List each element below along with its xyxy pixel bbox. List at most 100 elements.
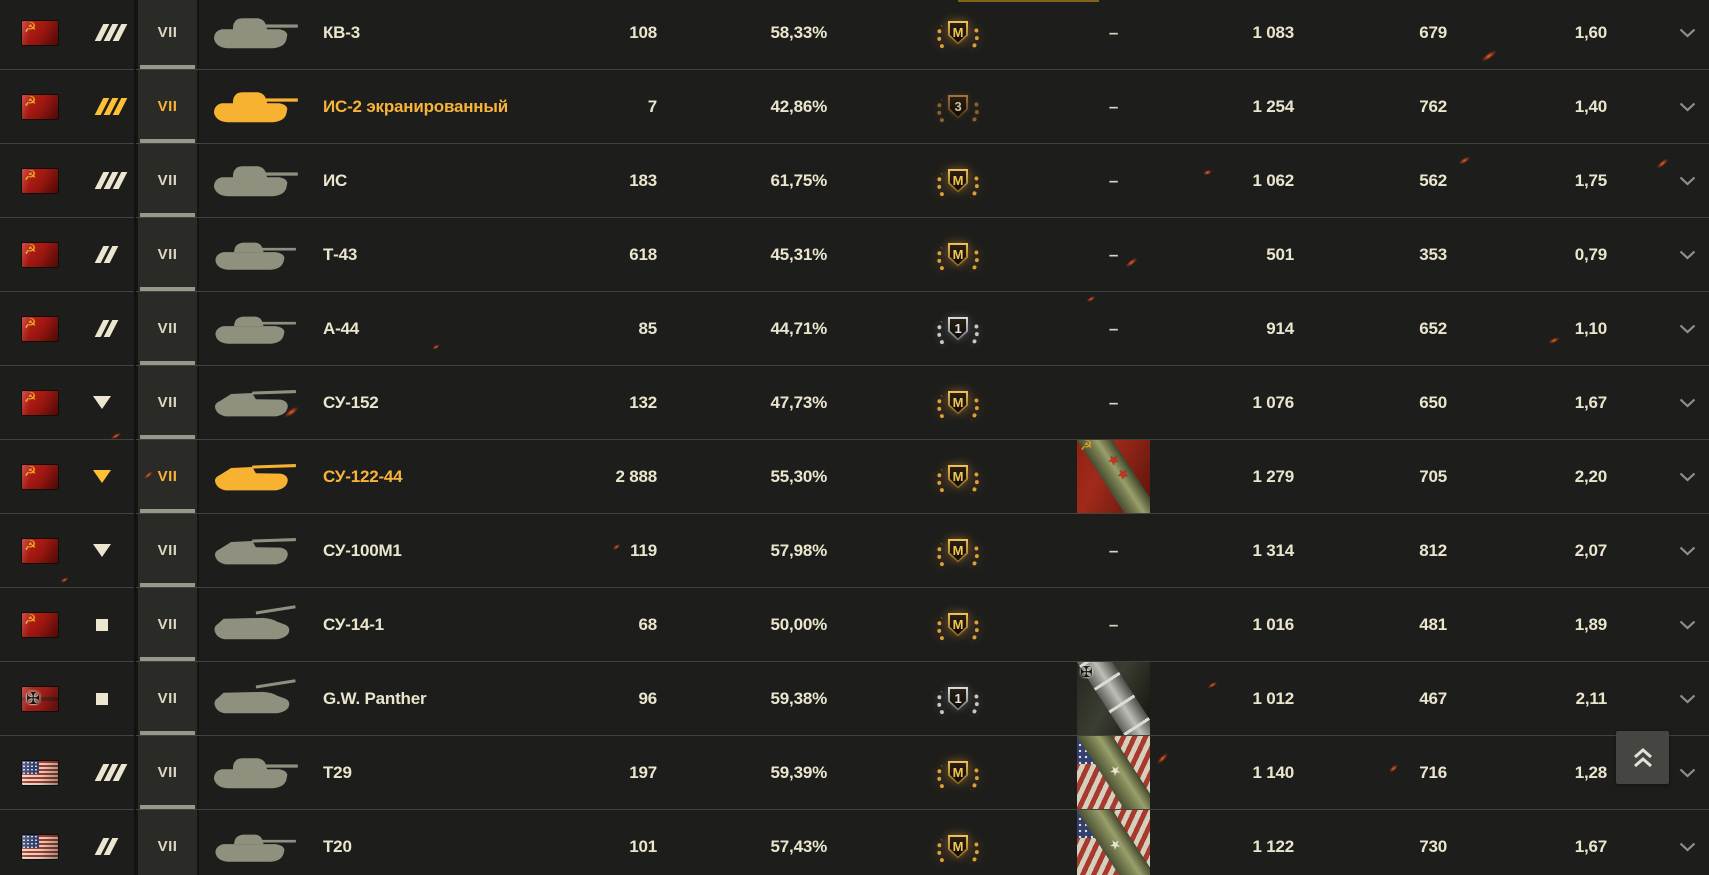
stat-c-value: 1,67: [1574, 392, 1607, 412]
silhouette-cell: [206, 292, 306, 365]
vehicle-class-icon: [96, 618, 108, 631]
vehicle-name: G.W. Panther: [323, 688, 427, 708]
table-row[interactable]: ✠ VII G.W. Panther 96 59,38% 1: [0, 662, 1709, 736]
badge-shield: M: [948, 168, 968, 193]
table-row[interactable]: VII T20 101 57,43% M ★: [0, 810, 1709, 875]
vehicle-name: Т-43: [323, 244, 358, 264]
mastery-badge: M: [938, 16, 978, 50]
nation-flag-icon: ☭: [22, 390, 58, 415]
tier-label: VII: [157, 98, 178, 115]
battles-count: 183: [629, 170, 657, 190]
silhouette-cell: [206, 70, 306, 143]
badge-shield: M: [948, 390, 968, 415]
tank-silhouette-icon: [206, 87, 302, 127]
expand-row-button[interactable]: [1672, 292, 1702, 365]
stat-b-value: 812: [1419, 540, 1447, 560]
vehicle-name: T20: [323, 836, 352, 856]
badge-shield: M: [948, 464, 968, 489]
marks-cell: –: [1077, 366, 1150, 439]
table-row[interactable]: ☭ VII КВ-3 108 58,33% M –: [0, 0, 1709, 70]
stat-c-value: 1,89: [1574, 614, 1607, 634]
battles-count: 85: [638, 318, 657, 338]
chevron-down-icon: [1679, 398, 1695, 408]
expand-row-button[interactable]: [1672, 0, 1702, 69]
mastery-badge: M: [938, 534, 978, 568]
table-row[interactable]: ☭ VII СУ-14-1 68 50,00% M: [0, 588, 1709, 662]
tank-silhouette-icon: [206, 531, 302, 571]
expand-row-button[interactable]: [1672, 736, 1702, 809]
table-row[interactable]: ☭ VII ИС-2 экранированный 7 42,86% 3: [0, 70, 1709, 144]
nation-cell: ☭: [22, 366, 62, 439]
stat-a-value: 914: [1266, 318, 1294, 338]
tank-silhouette-icon: [206, 457, 302, 497]
win-rate: 44,71%: [770, 318, 828, 338]
tier-cell: VII: [136, 70, 199, 143]
expand-row-button[interactable]: [1672, 810, 1702, 875]
battles-count: 96: [638, 688, 657, 708]
tank-silhouette-icon: [206, 753, 302, 793]
tank-silhouette-icon: [206, 827, 302, 867]
marks-cell: ★: [1077, 810, 1150, 875]
expand-row-button[interactable]: [1672, 218, 1702, 291]
marks-cell: –: [1077, 0, 1150, 69]
stat-a-value: 501: [1266, 244, 1294, 264]
marks-cell: –: [1077, 144, 1150, 217]
class-cell: [86, 144, 118, 217]
badge-label: M: [950, 614, 966, 635]
tier-cell: VII: [136, 144, 199, 217]
stat-b-value: 705: [1419, 466, 1447, 486]
battles-count: 618: [629, 244, 657, 264]
table-row[interactable]: ☭ VII Т-43 618 45,31% M –: [0, 218, 1709, 292]
vehicle-class-icon: [93, 544, 111, 557]
tank-silhouette-icon: [206, 679, 302, 719]
tank-silhouette-icon: [206, 13, 302, 53]
nation-cell: [22, 810, 62, 875]
vehicle-name: ИС: [323, 170, 348, 190]
expand-row-button[interactable]: [1672, 144, 1702, 217]
badge-label: M: [950, 392, 966, 413]
badge-label: 1: [950, 318, 966, 339]
table-row[interactable]: VII T29 197 59,39% M ★: [0, 736, 1709, 810]
marks-dash: –: [1108, 318, 1119, 338]
badge-cell: M: [938, 736, 978, 809]
badge-label: M: [950, 22, 966, 43]
expand-row-button[interactable]: [1672, 514, 1702, 587]
table-row[interactable]: ☭ VII ИС 183 61,75% M –: [0, 144, 1709, 218]
tier-cell: VII: [136, 514, 199, 587]
win-rate: 50,00%: [770, 614, 828, 634]
badge-label: M: [950, 540, 966, 561]
table-row[interactable]: ☭ VII СУ-100М1 119 57,98% M: [0, 514, 1709, 588]
expand-row-button[interactable]: [1672, 588, 1702, 661]
nation-cell: [22, 736, 62, 809]
marks-dash: –: [1108, 22, 1119, 42]
sorted-column-indicator: [958, 0, 1099, 2]
stat-a-value: 1 314: [1252, 540, 1294, 560]
mastery-badge: M: [938, 608, 978, 642]
class-cell: [86, 514, 118, 587]
nation-emblem-icon: ☭: [1080, 440, 1093, 453]
expand-row-button[interactable]: [1672, 366, 1702, 439]
vehicle-class-icon: [93, 470, 111, 483]
scroll-to-top-button[interactable]: [1616, 731, 1669, 784]
stat-a-value: 1 012: [1252, 688, 1294, 708]
table-row[interactable]: ☭ VII А-44 85 44,71% 1 –: [0, 292, 1709, 366]
stat-b-value: 652: [1419, 318, 1447, 338]
table-row[interactable]: ☭ VII СУ-122-44 2 888 55,30% M: [0, 440, 1709, 514]
table-row[interactable]: ☭ VII СУ-152 132 47,73% M: [0, 366, 1709, 440]
tank-silhouette-icon: [206, 383, 302, 423]
stat-a-value: 1 062: [1252, 170, 1294, 190]
vehicle-name: T29: [323, 762, 352, 782]
vehicle-class-icon: [96, 692, 108, 705]
expand-row-button[interactable]: [1672, 440, 1702, 513]
tank-silhouette-icon: [206, 235, 302, 275]
battles-count: 108: [629, 22, 657, 42]
expand-row-button[interactable]: [1672, 70, 1702, 143]
marks-barrel-image: ★: [1077, 810, 1150, 875]
stat-b-value: 762: [1419, 96, 1447, 116]
tank-silhouette-icon: [206, 309, 302, 349]
marks-dash: –: [1108, 170, 1119, 190]
expand-row-button[interactable]: [1672, 662, 1702, 735]
battles-count: 68: [638, 614, 657, 634]
chevron-down-icon: [1679, 176, 1695, 186]
